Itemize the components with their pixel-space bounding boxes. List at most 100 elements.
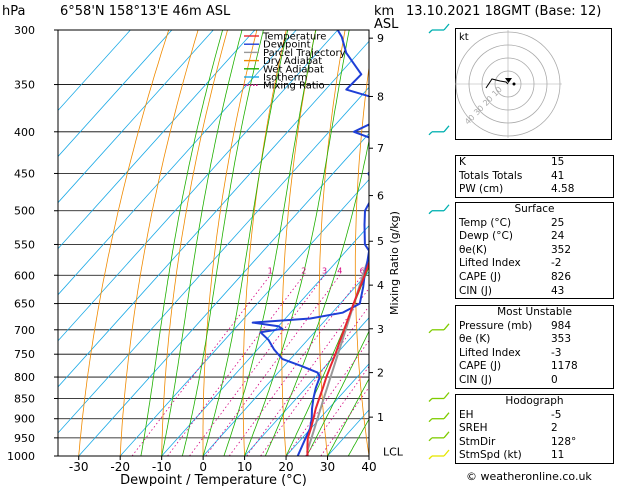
wind-barb-tail — [428, 455, 433, 460]
table-row: StmDir 128° — [456, 436, 613, 450]
table-row: PW (cm) 4.58 — [456, 183, 613, 197]
row-label: Temp (°C) — [459, 216, 512, 229]
row-value: 24 — [551, 230, 565, 243]
row-label: Lifted Index — [459, 257, 521, 270]
pressure-tick-label: 350 — [14, 79, 35, 92]
table-row: Temp (°C) 25 — [456, 217, 613, 231]
km-tick-label: 5 — [377, 235, 384, 248]
table-row: StmSpd (kt) 11 — [456, 449, 613, 463]
row-label: Dewp (°C) — [459, 230, 513, 243]
pressure-tick-label: 1000 — [7, 450, 35, 463]
mixing-ratio-label: 4 — [337, 266, 342, 275]
row-label: CIN (J) — [459, 284, 492, 297]
row-label: StmDir — [459, 435, 496, 448]
lcl-label: LCL — [383, 445, 404, 458]
pressure-tick-label: 850 — [14, 392, 35, 405]
mixing-ratio-line — [167, 275, 305, 456]
pressure-tick-label: 900 — [14, 413, 35, 426]
pressure-tick-label: 400 — [14, 126, 35, 139]
km-tick-label: 6 — [377, 190, 384, 203]
mixing-ratio-label: 1 — [268, 266, 273, 275]
table-row: Lifted Index -2 — [456, 257, 613, 271]
pressure-tick-label: 500 — [14, 205, 35, 218]
dry-adiabat-line — [78, 30, 170, 456]
row-value: 826 — [551, 270, 572, 283]
wind-barb-tail — [428, 329, 433, 334]
row-label: StmSpd (kt) — [459, 449, 522, 462]
dry-adiabat-line — [202, 30, 258, 456]
table-row: CAPE (J) 826 — [456, 271, 613, 285]
isotherm-line — [161, 225, 369, 456]
isotherm-line — [202, 271, 369, 456]
temperature-tick-label: -20 — [110, 460, 130, 474]
row-label: CAPE (J) — [459, 360, 502, 373]
km-tick-label: 4 — [377, 279, 384, 292]
wind-barb-tail — [428, 418, 433, 423]
hodograph-title: Hodograph — [505, 395, 564, 407]
row-value: 0 — [551, 373, 558, 386]
table-row: CIN (J) 43 — [456, 285, 613, 299]
most-unstable-table: Most Unstable Pressure (mb) 984 θe (K) 353 L… — [455, 305, 614, 389]
row-label: SREH — [459, 422, 488, 435]
pressure-tick-label: 600 — [14, 269, 35, 282]
table-row: CIN (J) 0 — [456, 374, 613, 388]
isotherm-line — [58, 30, 173, 158]
dry-adiabat-line — [119, 30, 199, 456]
row-label: K — [459, 156, 466, 168]
row-value: 352 — [551, 243, 572, 256]
isotherm-line — [244, 317, 369, 456]
temperature-tick-label: -30 — [69, 460, 89, 474]
row-label: CIN (J) — [459, 373, 492, 386]
dry-adiabat-line — [281, 30, 317, 456]
hodograph-point — [512, 82, 516, 86]
table-row: Pressure (mb) 984 — [456, 320, 613, 334]
row-value: 984 — [551, 319, 572, 332]
dry-adiabat-line — [242, 30, 287, 456]
km-tick-label: 9 — [377, 32, 384, 45]
table-row: Dewp (°C) 24 — [456, 230, 613, 244]
row-label: θe(K) — [459, 243, 487, 256]
row-value: -2 — [551, 257, 562, 270]
isotherm-line — [78, 132, 369, 456]
table-row: Lifted Index -3 — [456, 347, 613, 361]
km-tick-label: 3 — [377, 323, 384, 336]
wind-barb-flag — [443, 125, 450, 133]
pressure-tick-label: 450 — [14, 167, 35, 180]
dry-adiabat-line — [161, 30, 228, 456]
x-axis-label: Dewpoint / Temperature (°C) — [120, 473, 307, 486]
wind-barb-tail — [428, 210, 433, 215]
wind-barb-flag — [443, 204, 450, 212]
dewpoint-line — [251, 30, 369, 456]
wind-barb-flag — [443, 392, 450, 399]
most-unstable-title: Most Unstable — [497, 306, 572, 318]
wind-barbs — [428, 23, 450, 460]
row-value: 128° — [551, 435, 577, 448]
chart-profiles — [251, 30, 369, 456]
pressure-tick-label: 800 — [14, 371, 35, 384]
surface-table: Surface Temp (°C) 25 Dewp (°C) 24 θe(K) 352 Li… — [455, 202, 614, 300]
wet-adiabat-line — [140, 30, 223, 456]
row-value: 2 — [551, 422, 558, 435]
mixing-ratio-label: 20 — [429, 266, 439, 275]
mixing-ratio-line — [131, 275, 271, 456]
mixing-ratio-label: 25 — [443, 266, 453, 275]
dry-adiabat-line — [354, 64, 369, 456]
isotherm-line — [58, 30, 297, 296]
pressure-tick-label: 950 — [14, 432, 35, 445]
wind-barb-tail — [428, 437, 433, 442]
row-label: PW (cm) — [459, 183, 504, 196]
table-row: CAPE (J) 1178 — [456, 360, 613, 374]
mixing-ratio-label: 3 — [322, 266, 327, 275]
row-value: 25 — [551, 216, 565, 229]
mixing-ratio-label: 2 — [301, 266, 306, 275]
surface-title: Surface — [514, 203, 555, 215]
table-row: K 15 — [456, 156, 613, 170]
isotherm-line — [285, 363, 369, 456]
row-value: 4.58 — [551, 183, 575, 196]
pressure-tick-label: 750 — [14, 348, 35, 361]
isotherm-line — [58, 30, 214, 204]
wind-barb-tail — [428, 398, 433, 402]
